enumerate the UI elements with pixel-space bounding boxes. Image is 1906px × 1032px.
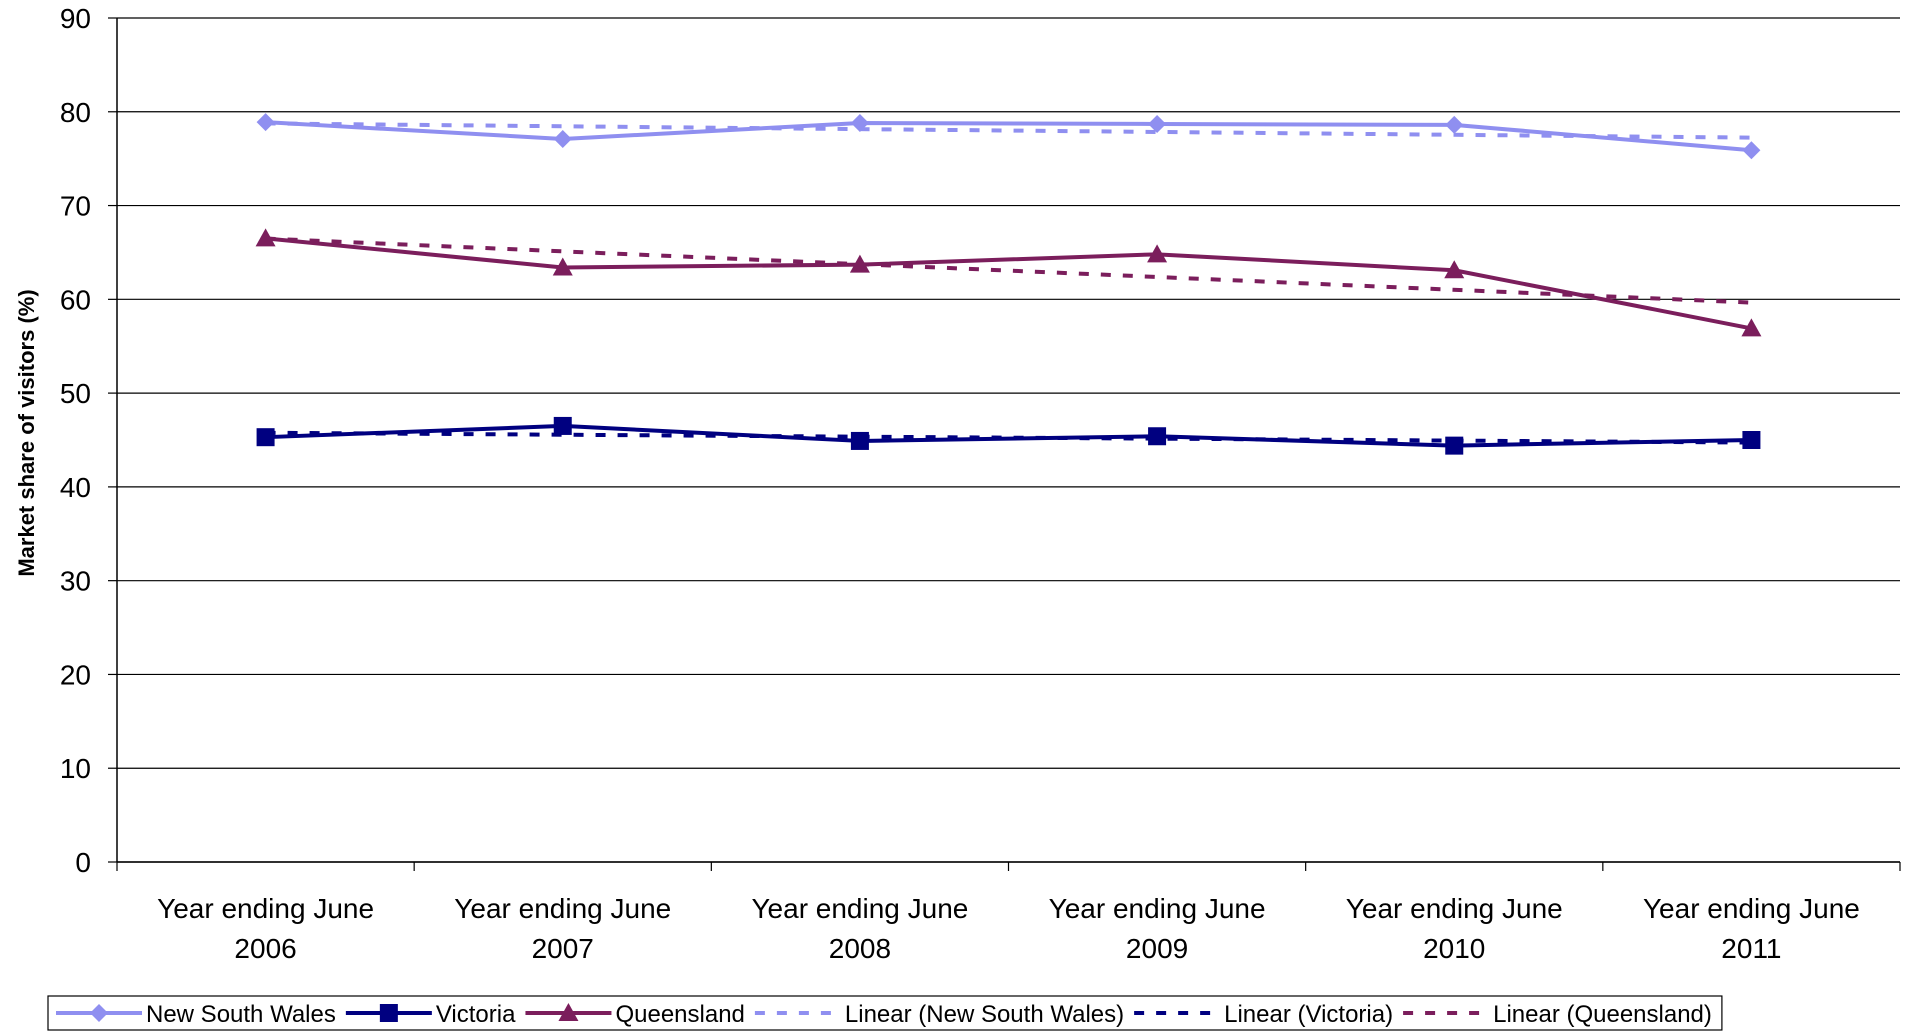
data-point-new-south-wales bbox=[1742, 141, 1761, 160]
trendline-new-south-wales bbox=[265, 121, 1752, 140]
series-line-queensland bbox=[265, 236, 1752, 331]
data-point-queensland bbox=[1147, 244, 1168, 263]
series-markers bbox=[255, 113, 1762, 455]
y-tick-label: 50 bbox=[60, 378, 91, 409]
series-line-new-south-wales bbox=[265, 120, 1752, 153]
y-tick-label: 60 bbox=[60, 284, 91, 315]
y-tick-label: 30 bbox=[60, 566, 91, 597]
legend-label-new-south-wales: New South Wales bbox=[146, 1001, 336, 1028]
data-point-new-south-wales bbox=[256, 113, 275, 132]
tick-labels: 0 10 20 30 40 50 60 70 80 90 Year ending June 2006 Y… bbox=[60, 3, 1860, 964]
x-tick-label: 2008 bbox=[829, 933, 891, 964]
x-tick-label: Year ending June bbox=[1346, 893, 1563, 924]
data-point-new-south-wales bbox=[553, 129, 572, 148]
legend-box bbox=[47, 995, 1723, 1031]
data-point-victoria bbox=[1742, 431, 1761, 449]
legend-label-linear-queensland: Linear (Queensland) bbox=[1493, 1001, 1712, 1028]
series-lines bbox=[265, 120, 1752, 448]
trendline-queensland bbox=[265, 236, 1752, 305]
data-point-new-south-wales bbox=[1445, 115, 1464, 134]
y-tick-label: 40 bbox=[60, 472, 91, 503]
x-tick-label: Year ending June bbox=[751, 893, 968, 924]
x-tick-label: 2007 bbox=[532, 933, 594, 964]
legend-label-linear-victoria: Linear (Victoria) bbox=[1224, 1001, 1393, 1028]
x-tick-label: 2009 bbox=[1126, 933, 1188, 964]
data-point-queensland bbox=[552, 257, 573, 276]
x-tick-label: 2010 bbox=[1423, 933, 1485, 964]
y-axis-title: Market share of visitors (%) bbox=[14, 289, 39, 576]
data-point-queensland bbox=[1741, 318, 1762, 337]
data-point-new-south-wales bbox=[850, 114, 869, 133]
trendline-victoria bbox=[265, 430, 1752, 445]
x-tick-label: Year ending June bbox=[157, 893, 374, 924]
trendlines bbox=[265, 121, 1752, 445]
y-tick-label: 80 bbox=[60, 97, 91, 128]
legend-label-linear-new-south-wales: Linear (New South Wales) bbox=[845, 1001, 1124, 1028]
data-point-victoria bbox=[1148, 427, 1167, 446]
data-point-queensland bbox=[255, 228, 276, 247]
y-tick-label: 20 bbox=[60, 659, 91, 690]
x-tick-label: Year ending June bbox=[1049, 893, 1266, 924]
data-point-new-south-wales bbox=[1148, 114, 1167, 133]
y-tick-label: 10 bbox=[60, 753, 91, 784]
y-tick-label: 0 bbox=[75, 847, 91, 878]
data-point-victoria bbox=[850, 431, 869, 450]
y-tick-label: 70 bbox=[60, 191, 91, 222]
data-point-victoria bbox=[256, 428, 275, 447]
data-point-victoria bbox=[1445, 436, 1464, 455]
legend-marker-queensland bbox=[558, 1003, 579, 1021]
legend-marker-new-south-wales bbox=[90, 1004, 108, 1022]
series-line-victoria bbox=[265, 423, 1752, 448]
y-tick-label: 90 bbox=[60, 3, 91, 34]
legend-label-queensland: Queensland bbox=[615, 1001, 744, 1028]
legend-marker-victoria bbox=[379, 1004, 398, 1022]
x-tick-label: 2011 bbox=[1721, 933, 1781, 964]
data-point-queensland bbox=[849, 254, 870, 273]
x-tick-label: 2006 bbox=[234, 933, 296, 964]
legend-label-victoria: Victoria bbox=[436, 1001, 516, 1028]
axes bbox=[108, 17, 1901, 871]
gridlines bbox=[117, 17, 1900, 863]
x-tick-label: Year ending June bbox=[454, 893, 671, 924]
data-point-victoria bbox=[553, 416, 572, 435]
x-tick-label: Year ending June bbox=[1643, 893, 1860, 924]
legend: New South Wales Victoria Queensland Linear … bbox=[47, 995, 1723, 1031]
data-point-queensland bbox=[1444, 260, 1465, 279]
